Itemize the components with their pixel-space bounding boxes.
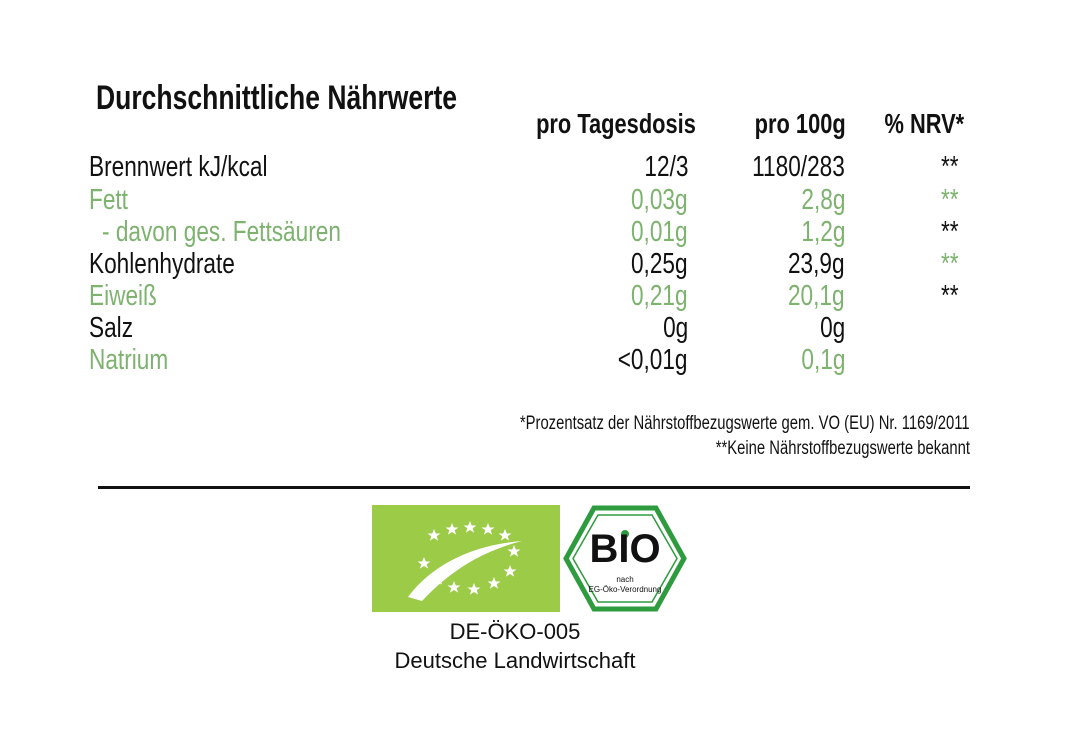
- row-per-100g: 1,2g: [800, 216, 845, 248]
- row-per-serving: 0,21g: [631, 280, 688, 312]
- row-label: Natrium: [89, 344, 169, 376]
- eu-organic-leaf-icon: [372, 505, 560, 612]
- row-label: Salz: [89, 312, 134, 344]
- row-per-100g: 0g: [819, 312, 845, 344]
- table-row: Salz 0g 0g: [0, 312, 1086, 344]
- row-per-100g: 20,1g: [788, 280, 845, 312]
- row-label: Eiweiß: [89, 280, 157, 312]
- row-label: - davon ges. Fettsäuren: [102, 216, 341, 248]
- row-label: Kohlenhydrate: [89, 248, 235, 280]
- divider-line: [98, 486, 970, 489]
- row-nrv: **: [941, 151, 959, 183]
- row-per-serving: 0,25g: [631, 248, 688, 280]
- row-per-serving: <0,01g: [618, 344, 688, 376]
- row-per-100g: 0,1g: [800, 344, 845, 376]
- footnote-no-nrv: **Keine Nährstoffbezugswerte bekannt: [715, 438, 970, 459]
- table-row: Kohlenhydrate 0,25g 23,9g **: [0, 248, 1086, 280]
- row-label: Fett: [89, 184, 128, 216]
- table-row: Eiweiß 0,21g 20,1g **: [0, 280, 1086, 312]
- row-per-serving: 0g: [662, 312, 688, 344]
- header-nrv: % NRV*: [884, 108, 964, 139]
- row-label: Brennwert kJ/kcal: [89, 151, 268, 183]
- footnote-nrv: *Prozentsatz der Nährstoffbezugswerte ge…: [520, 413, 970, 434]
- table-row: Natrium <0,01g 0,1g: [0, 344, 1086, 376]
- row-per-serving: 12/3: [643, 151, 688, 183]
- bio-seal-text: BIO: [589, 527, 661, 571]
- row-nrv: **: [941, 280, 959, 312]
- row-nrv: **: [941, 216, 959, 248]
- row-per-serving: 0,03g: [631, 184, 688, 216]
- bio-seal-sub-line2: EG-Öko-Verordnung: [588, 585, 662, 594]
- row-nrv: **: [941, 248, 959, 280]
- row-per-100g: 2,8g: [800, 184, 845, 216]
- bio-seal-sub-line1: nach: [616, 575, 634, 584]
- nutrition-title: Durchschnittliche Nährwerte: [96, 79, 458, 117]
- bio-seal-icon: BIO nach EG-Öko-Verordnung: [563, 505, 687, 612]
- row-per-100g: 23,9g: [788, 248, 845, 280]
- header-per-serving: pro Tagesdosis: [536, 108, 696, 139]
- row-nrv: **: [941, 184, 959, 216]
- header-per-100g: pro 100g: [754, 108, 846, 139]
- certification-code: DE-ÖKO-005: [449, 619, 581, 644]
- row-per-100g: 1180/283: [752, 151, 845, 183]
- table-row: Brennwert kJ/kcal 12/3 1180/283 **: [0, 151, 1086, 183]
- row-per-serving: 0,01g: [631, 216, 688, 248]
- table-row: - davon ges. Fettsäuren 0,01g 1,2g **: [0, 216, 1086, 248]
- certification-origin: Deutsche Landwirtschaft: [394, 648, 636, 673]
- table-row: Fett 0,03g 2,8g **: [0, 184, 1086, 216]
